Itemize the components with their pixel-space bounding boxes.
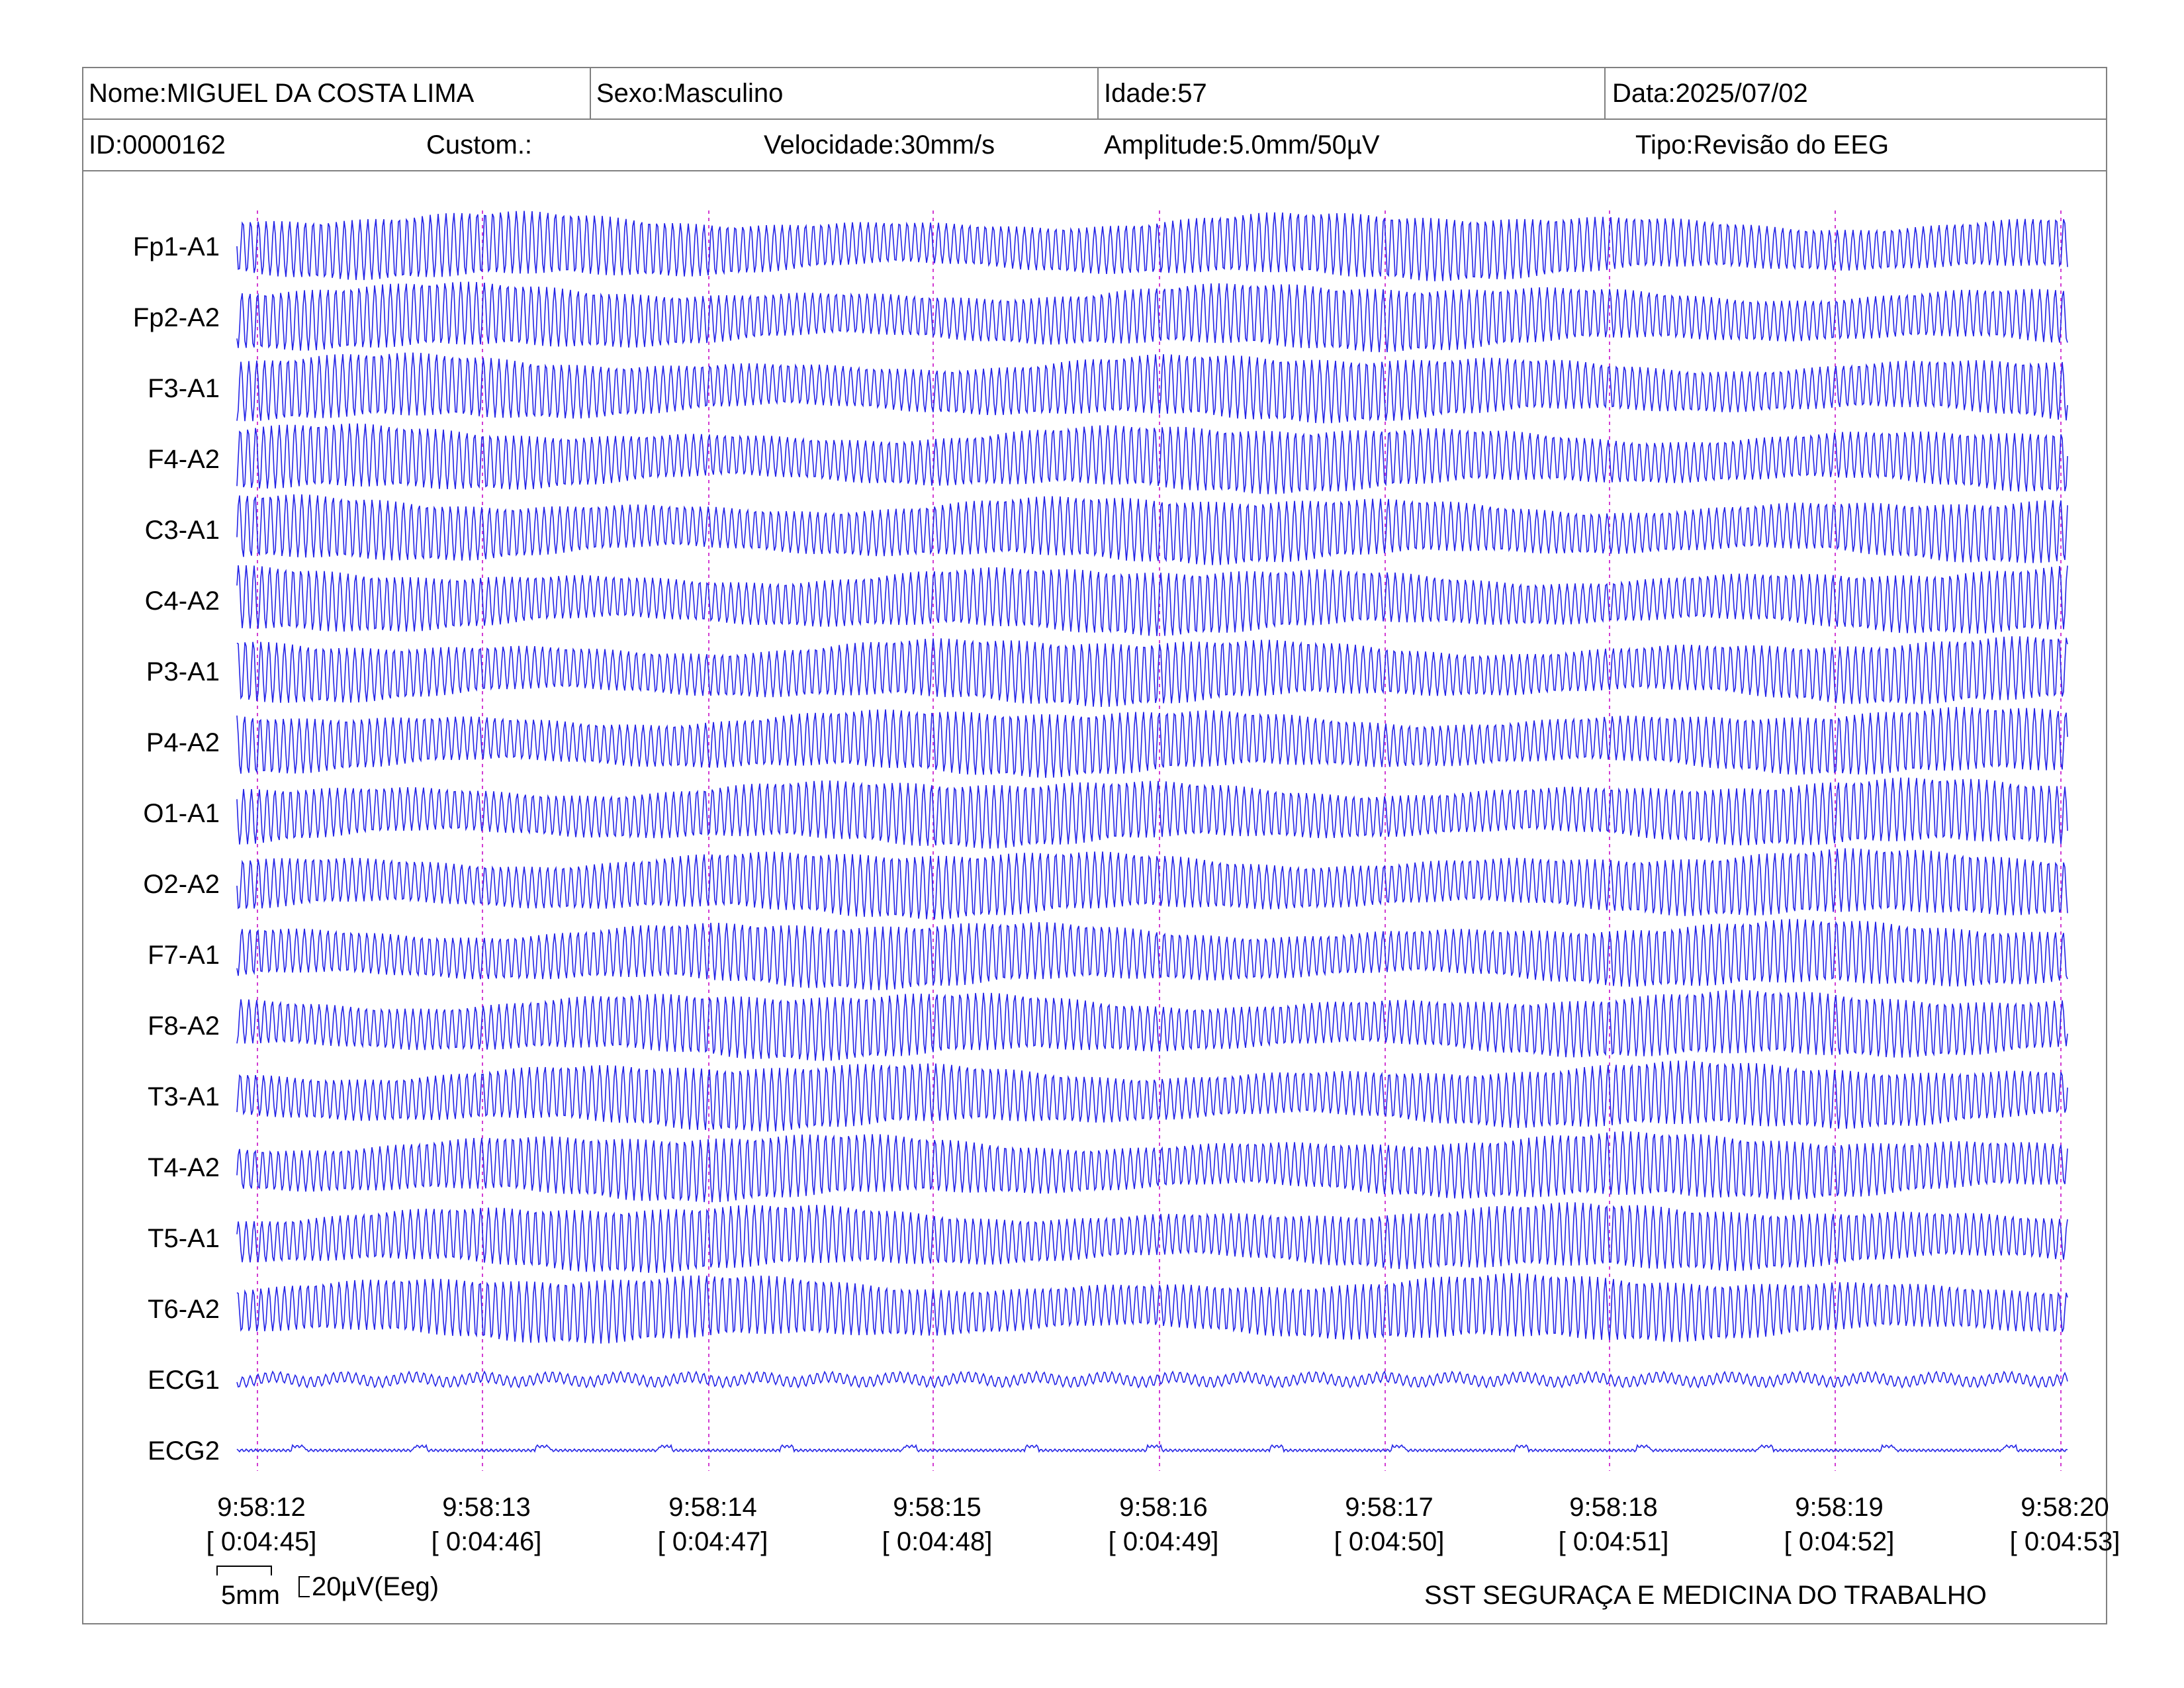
channel-label: O2-A2 [143,870,220,899]
time-elapsed-label: [ 0:04:48] [882,1527,993,1556]
eeg-trace [236,211,2068,281]
exam-date: Data:2025/07/02 [1612,79,1808,108]
time-clock-label: 9:58:16 [1119,1493,1207,1522]
divider [1097,68,1099,118]
eeg-trace [236,352,2068,424]
divider [590,68,591,118]
amplitude-scale-label: 20µV(Eeg) [312,1572,439,1601]
patient-sex: Sexo:Masculino [596,79,784,108]
channel-label: T4-A2 [148,1153,220,1182]
amplitude-scale-bar [298,1576,310,1597]
paper-speed: Velocidade:30mm/s [764,130,995,160]
eeg-trace [236,919,2068,990]
time-clock-label: 9:58:13 [442,1493,530,1522]
time-elapsed-label: [ 0:04:51] [1559,1527,1669,1556]
eeg-trace [236,777,2068,849]
channel-label: F8-A2 [148,1011,220,1041]
channel-label: P3-A1 [146,657,220,686]
eeg-trace [236,848,2068,919]
eeg-trace [236,565,2068,636]
header-row-2: ID:0000162 Custom.: Velocidade:30mm/s Am… [83,120,2106,171]
patient-id: ID:0000162 [89,130,226,160]
channel-label: T6-A2 [148,1295,220,1324]
time-clock-label: 9:58:15 [893,1493,981,1522]
header-row-1: Nome:MIGUEL DA COSTA LIMA Sexo:Masculino… [83,68,2106,120]
patient-age: Idade:57 [1104,79,1207,108]
eeg-trace [236,636,2068,707]
channel-label: ECG2 [148,1436,220,1466]
time-elapsed-label: [ 0:04:50] [1334,1527,1445,1556]
channel-label: T5-A1 [148,1224,220,1253]
time-clock-label: 9:58:17 [1345,1493,1433,1522]
amplitude-setting: Amplitude:5.0mm/50µV [1104,130,1380,160]
time-scale-label: 5mm [221,1581,280,1610]
exam-type: Tipo:Revisão do EEG [1635,130,1889,160]
time-elapsed-label: [ 0:04:52] [1784,1527,1895,1556]
time-clock-label: 9:58:14 [668,1493,756,1522]
time-elapsed-label: [ 0:04:46] [432,1527,542,1556]
time-elapsed-label: [ 0:04:53] [2010,1527,2120,1556]
eeg-trace [236,1273,2068,1344]
channel-label: F3-A1 [148,374,220,403]
channel-label: Fp1-A1 [133,232,220,261]
time-elapsed-label: [ 0:04:47] [658,1527,768,1556]
eeg-trace [236,423,2068,494]
time-clock-label: 9:58:18 [1569,1493,1657,1522]
channel-label: C4-A2 [145,586,220,616]
eeg-trace [236,1131,2068,1203]
channel-label: C3-A1 [145,516,220,545]
time-elapsed-label: [ 0:04:49] [1109,1527,1219,1556]
eeg-trace [236,990,2068,1061]
eeg-trace [236,706,2068,778]
eeg-trace [236,1444,2068,1453]
channel-label: T3-A1 [148,1082,220,1111]
time-elapsed-label: [ 0:04:45] [206,1527,317,1556]
channel-label: F4-A2 [148,445,220,474]
channel-label: Fp2-A2 [133,303,220,332]
eeg-trace [236,494,2068,565]
eeg-trace [236,1370,2068,1389]
channel-label: O1-A1 [143,799,220,828]
channel-label: P4-A2 [146,728,220,757]
report-frame: Nome:MIGUEL DA COSTA LIMA Sexo:Masculino… [82,67,2107,1624]
custom-field: Custom.: [426,130,533,160]
eeg-trace [236,1202,2068,1274]
channel-label: ECG1 [148,1366,220,1395]
divider [1604,68,1606,118]
time-clock-label: 9:58:12 [217,1493,305,1522]
time-clock-label: 9:58:19 [1795,1493,1883,1522]
time-scale-bar [216,1566,272,1575]
eeg-trace [236,1060,2068,1132]
time-clock-label: 9:58:20 [2021,1493,2109,1522]
channel-label: F7-A1 [148,941,220,970]
patient-name: Nome:MIGUEL DA COSTA LIMA [89,79,475,108]
organization-name: SST SEGURAÇA E MEDICINA DO TRABALHO [1424,1581,1987,1610]
eeg-trace [236,281,2068,353]
